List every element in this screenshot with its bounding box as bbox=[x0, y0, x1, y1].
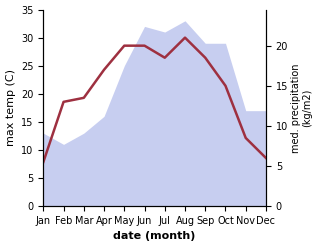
Y-axis label: med. precipitation
(kg/m2): med. precipitation (kg/m2) bbox=[291, 63, 313, 153]
Y-axis label: max temp (C): max temp (C) bbox=[5, 69, 16, 146]
X-axis label: date (month): date (month) bbox=[114, 231, 196, 242]
